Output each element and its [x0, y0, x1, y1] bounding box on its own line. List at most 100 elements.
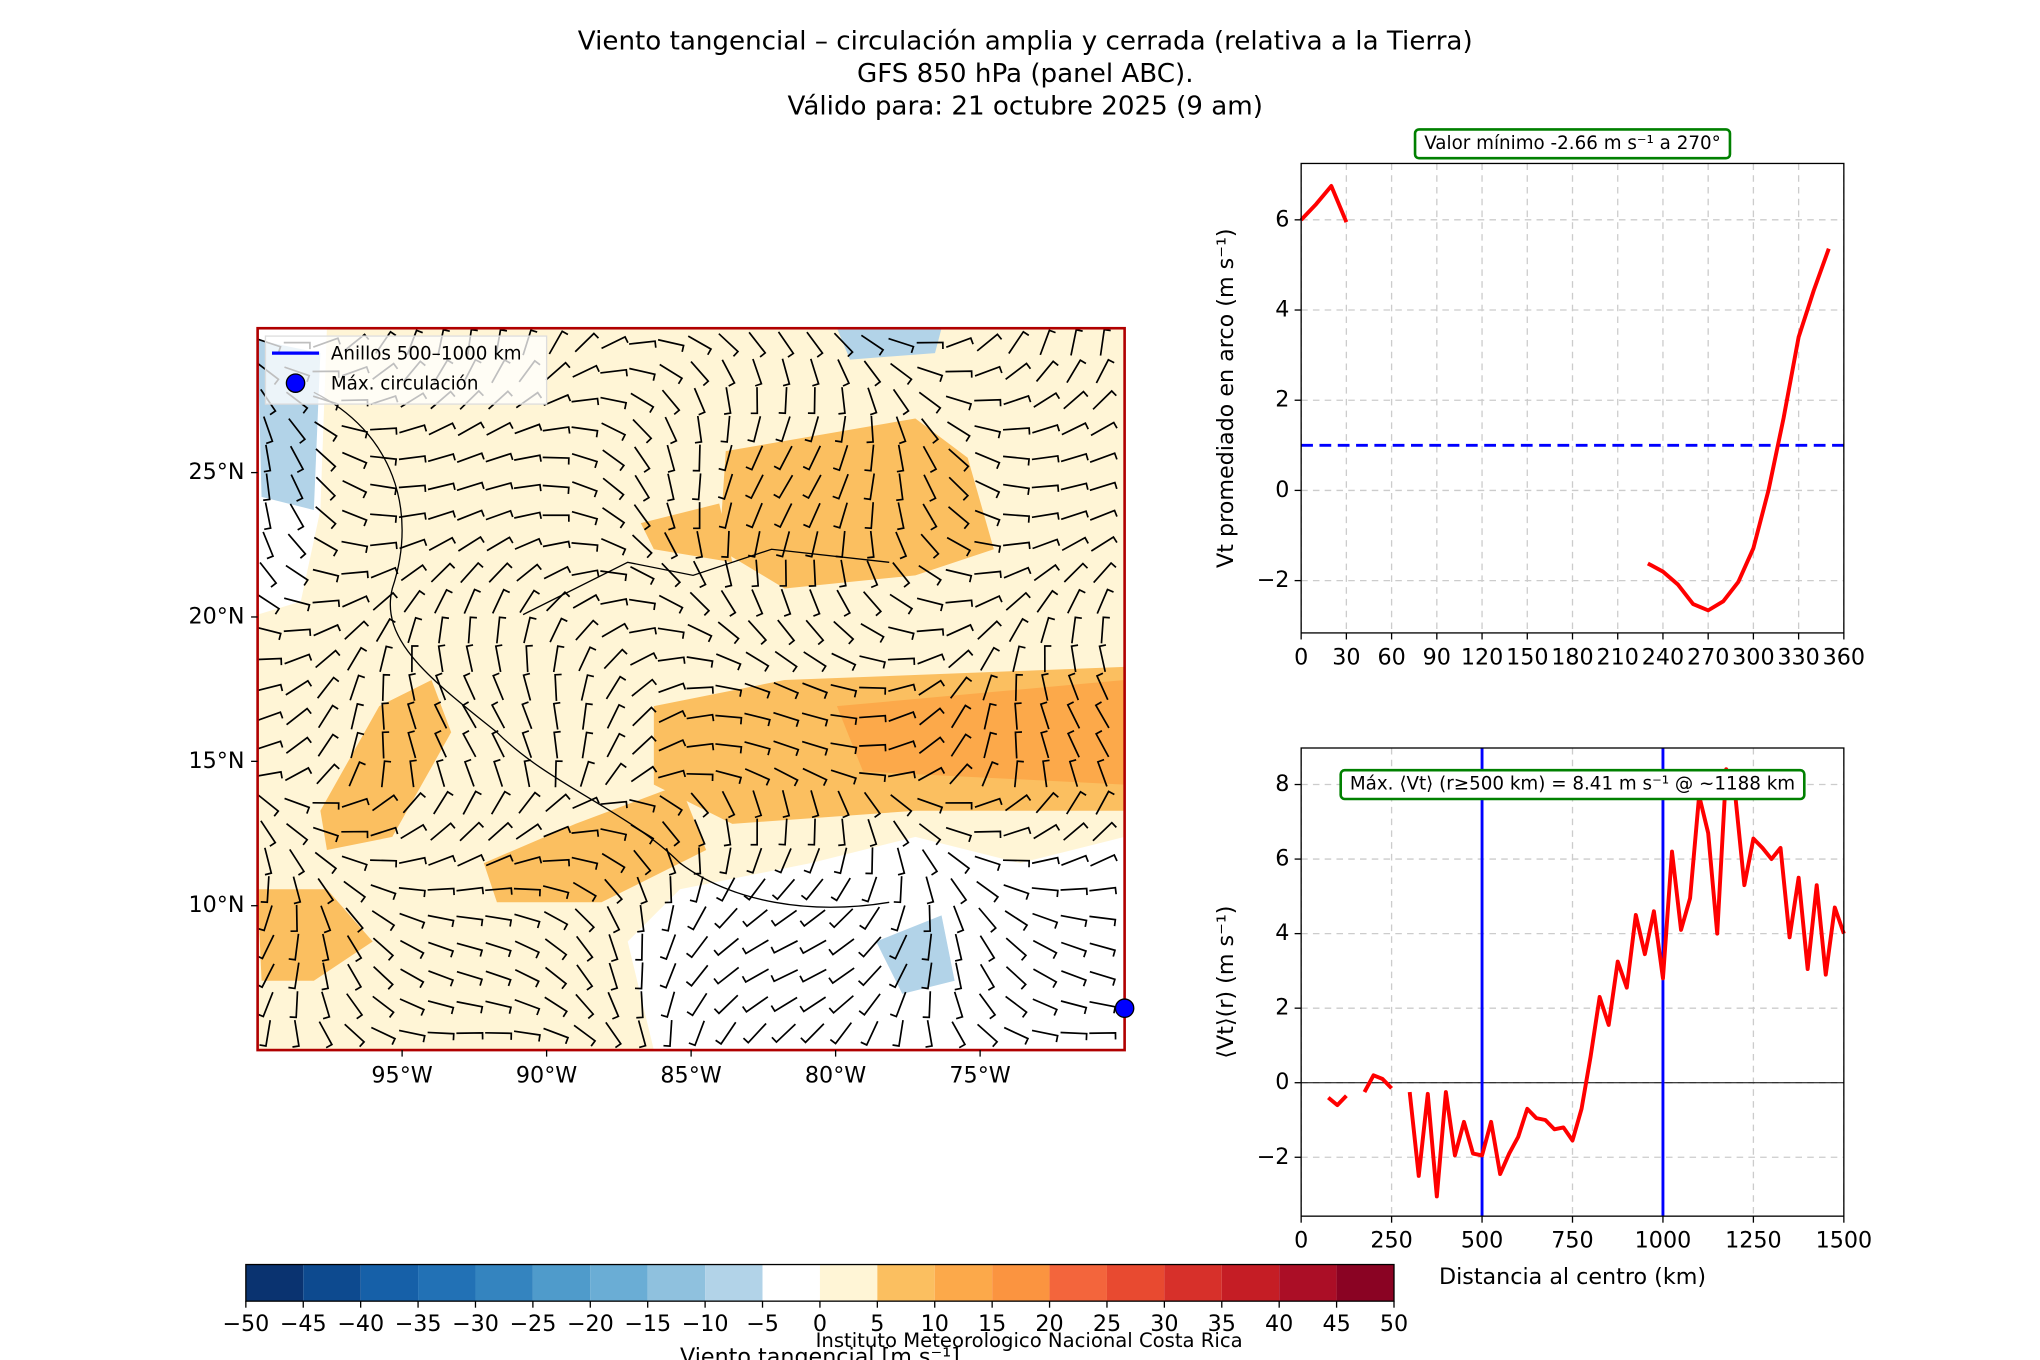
wind-barb	[603, 648, 628, 670]
wind-barb	[1041, 672, 1049, 701]
wind-barb	[634, 962, 644, 990]
y-tick-label: 4	[1275, 920, 1289, 946]
wind-barb	[692, 444, 701, 472]
plot-frame	[1300, 747, 1845, 1217]
wind-barb	[346, 993, 364, 1020]
wind-barb	[923, 474, 937, 502]
wind-barb	[983, 702, 997, 730]
wind-barb	[428, 422, 457, 436]
wind-barb	[490, 790, 511, 815]
wind-barb	[635, 933, 644, 961]
wind-barb	[799, 996, 827, 1013]
wind-barb	[770, 996, 798, 1013]
wind-barb	[1060, 1000, 1088, 1015]
wind-barb	[379, 645, 393, 672]
wind-barb	[350, 731, 365, 759]
wind-barb	[1005, 362, 1032, 380]
wind-barb	[1032, 423, 1061, 434]
wind-barb	[341, 797, 370, 808]
wind-barb	[916, 341, 944, 349]
wind-barb	[456, 970, 484, 986]
wind-barb	[521, 730, 533, 759]
wind-barb	[744, 741, 771, 756]
wind-barb	[917, 766, 946, 782]
wind-barb	[694, 415, 703, 444]
colorbar-bin	[1164, 1264, 1222, 1302]
wind-barb	[546, 591, 571, 612]
wind-barb	[863, 791, 882, 819]
wind-barb	[522, 672, 532, 701]
wind-barb	[1004, 910, 1029, 932]
wind-barb	[713, 966, 740, 985]
colorbar-tick-label: −30	[452, 1311, 499, 1337]
wind-barb	[1032, 912, 1059, 929]
wind-barb	[1096, 588, 1114, 614]
wind-barb	[286, 707, 312, 726]
wind-barb	[485, 509, 514, 521]
wind-barb	[433, 701, 448, 729]
wind-barb	[633, 504, 651, 531]
wind-barb	[572, 881, 597, 902]
wind-barb	[490, 701, 506, 729]
wind-barb	[575, 993, 595, 1020]
wind-barb	[660, 991, 676, 1018]
wind-barb	[721, 359, 736, 387]
colorbar-tick-label: 40	[1265, 1311, 1293, 1337]
wind-barb	[777, 331, 795, 358]
y-tick-label: 8	[1275, 771, 1289, 797]
wind-barb	[288, 933, 300, 961]
wind-barb	[344, 1023, 366, 1048]
wind-barb	[494, 644, 503, 673]
wind-barb	[773, 445, 793, 471]
wind-barb	[864, 444, 875, 472]
wind-barb	[552, 645, 565, 673]
wind-barb	[513, 1030, 541, 1042]
wind-barb	[542, 456, 570, 465]
wind-barb	[601, 422, 627, 441]
wind-barb	[492, 672, 505, 701]
wind-barb	[543, 565, 572, 580]
wind-barb	[1090, 421, 1118, 437]
wind-barb	[890, 905, 906, 932]
colorbar-tick-label: −25	[509, 1311, 556, 1337]
wind-barb	[375, 617, 396, 643]
wind-barb	[1033, 563, 1060, 582]
wind-barb	[1061, 970, 1087, 987]
wind-barb	[897, 502, 905, 531]
wind-barb	[745, 502, 763, 529]
wind-barb	[350, 702, 364, 730]
wind-barb	[745, 474, 764, 500]
wind-barb	[664, 416, 678, 445]
wind-barb	[803, 651, 827, 673]
wind-barb	[315, 506, 337, 530]
wind-barb	[1014, 731, 1023, 759]
wind-barb	[945, 395, 973, 411]
wind-barb	[974, 365, 1003, 377]
wind-barb	[715, 714, 743, 725]
wind-barb	[716, 877, 736, 902]
x-tick-label: 270	[1687, 644, 1729, 670]
wind-barb	[400, 968, 425, 989]
wind-barb	[629, 367, 656, 381]
wind-barb	[862, 591, 883, 617]
wind-barb	[399, 424, 428, 434]
wind-barb	[1089, 970, 1116, 986]
wind-barb	[895, 416, 907, 445]
wind-barb	[259, 1020, 272, 1047]
wind-barb	[780, 588, 792, 617]
wind-barb	[828, 995, 854, 1015]
wind-barb	[922, 991, 932, 1019]
wind-barb	[750, 387, 759, 415]
wind-barb	[402, 791, 426, 814]
wind-barb	[284, 653, 313, 665]
wind-barb	[514, 969, 540, 988]
wind-barb	[889, 991, 907, 1018]
wind-barb	[1002, 427, 1031, 435]
wind-barb	[773, 740, 800, 757]
colorbar-bin	[705, 1264, 763, 1302]
wind-barb	[1070, 328, 1083, 356]
wind-barb	[921, 933, 933, 961]
colorbar-tick-label: 30	[1150, 1311, 1178, 1337]
wind-barb	[314, 851, 338, 875]
wind-barb	[947, 421, 971, 442]
